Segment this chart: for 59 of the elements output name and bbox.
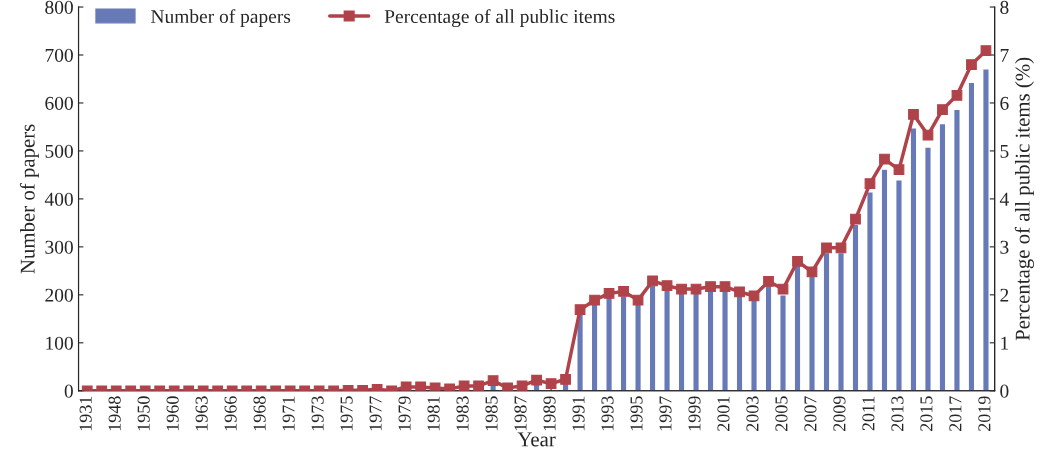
- x-tick-label: 2015: [920, 396, 933, 431]
- y-tick-label: 0: [64, 384, 73, 398]
- bar: [953, 108, 961, 391]
- y2-tick-label: 4: [999, 192, 1009, 206]
- y-axis-title: Number of papers: [19, 124, 39, 274]
- x-tick-label: 1963: [195, 396, 208, 431]
- x-tick-label: 2001: [717, 396, 730, 431]
- x-tick-label: 1966: [224, 396, 237, 431]
- x-tick-label: 1991: [572, 396, 585, 431]
- x-tick-label: 1989: [543, 396, 556, 431]
- x-tick-label: 2003: [746, 396, 759, 431]
- x-tick-label: 2011: [862, 396, 875, 431]
- x-tick-label: 1981: [427, 396, 440, 431]
- bar: [981, 68, 990, 391]
- bar: [924, 146, 932, 391]
- x-tick-label: 1979: [398, 396, 411, 431]
- legend-label: Percentage of all public items: [384, 9, 615, 28]
- x-tick-label: 1948: [108, 396, 121, 431]
- y-tick-label: 200: [45, 288, 73, 302]
- x-tick-label: 1995: [630, 396, 643, 431]
- y2-tick-label: 2: [1000, 288, 1009, 302]
- y-tick-label: 800: [45, 0, 73, 14]
- x-tick-label: 1950: [137, 396, 150, 431]
- x-tick-label: 1971: [282, 396, 295, 431]
- x-tick-label: 2013: [891, 396, 904, 431]
- y2-tick-label: 6: [1000, 96, 1009, 110]
- y2-axis-title: Percentage of all public items (%): [1014, 57, 1034, 341]
- y2-tick-label: 1: [1001, 336, 1009, 350]
- x-tick-label: 1977: [369, 396, 382, 431]
- y2-tick-label: 0: [1000, 384, 1009, 398]
- x-tick-label: 1993: [601, 396, 614, 431]
- x-tick-label: 1973: [311, 396, 324, 431]
- x-tick-label: 2009: [833, 396, 846, 431]
- x-tick-label: 2019: [978, 396, 991, 431]
- x-axis-title: Year: [517, 432, 556, 447]
- x-tick-label: 1975: [340, 396, 353, 431]
- y2-tick-label: 7: [1000, 49, 1009, 62]
- y-tick-label: 300: [45, 240, 73, 254]
- y-tick-label: 600: [45, 96, 73, 110]
- x-tick-label: 1931: [79, 396, 92, 431]
- x-tick-label: 1997: [659, 396, 672, 431]
- y2-tick-label: 5: [1000, 144, 1009, 158]
- x-tick-label: 1987: [514, 396, 527, 431]
- x-tick-label: 1983: [456, 396, 469, 431]
- x-tick-label: 1968: [253, 396, 266, 431]
- y2-tick-label: 8: [1000, 0, 1009, 14]
- y-tick-label: 500: [45, 144, 73, 158]
- y-tick-label: 700: [45, 48, 73, 62]
- x-tick-label: 1999: [688, 396, 701, 431]
- x-tick-label: 1985: [485, 396, 498, 431]
- x-tick-label: 1960: [166, 396, 179, 431]
- x-tick-label: 2017: [949, 396, 962, 431]
- bar: [895, 179, 903, 391]
- y-tick-label: 400: [44, 192, 73, 206]
- legend-label: Number of papers: [151, 9, 291, 27]
- x-tick-label: 2005: [775, 396, 788, 431]
- x-tick-label: 2007: [804, 396, 817, 431]
- y-tick-label: 100: [46, 336, 73, 350]
- y2-tick-label: 3: [1000, 240, 1009, 254]
